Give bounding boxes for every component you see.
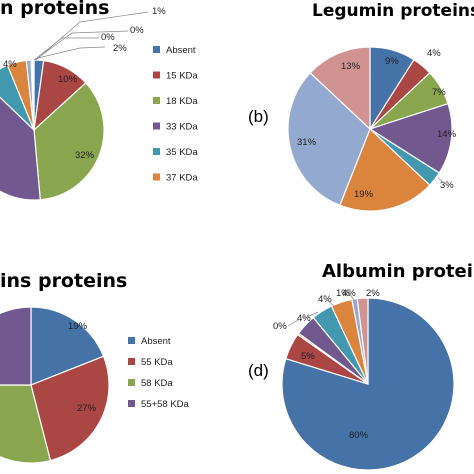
chart-a-data-label-6: 1%	[152, 6, 166, 17]
legend-a-item-4: 35 KDa	[166, 147, 198, 158]
chart-b-data-label-0: 9%	[385, 56, 399, 67]
chart-b-pie: 9% 4% 7% 14% 3% 19% 31% 13%	[287, 46, 457, 212]
chart-c-legend: Absent 55 KDa 58 KDa 55+58 KDa	[128, 336, 190, 410]
chart-d-leader-line-4	[326, 299, 335, 307]
chart-b-data-label-3: 14%	[437, 129, 457, 140]
chart-d-data-label-4: 4%	[318, 294, 332, 305]
chart-c-slice-0	[30, 306, 105, 386]
legend-a-swatch-5	[153, 173, 160, 181]
chart-c-slice-2	[0, 384, 52, 464]
chart-b-data-label-1: 4%	[427, 48, 441, 59]
legend-a-item-3: 33 KDa	[166, 122, 198, 133]
chart-c-slice-3	[0, 306, 32, 386]
chart-a-slice-2	[33, 82, 105, 201]
chart-a-slice-3	[0, 96, 41, 201]
legend-c-swatch-0	[128, 337, 135, 344]
legend-c-item-2: 58 KDa	[141, 378, 173, 389]
chart-a-pie: 2% 10% 32% 4% 1% 0% 0%	[0, 6, 166, 201]
chart-d-data-label-5: 4%	[342, 288, 356, 299]
panel-b-label: (b)	[248, 107, 269, 126]
chart-c-title: ins proteins	[0, 270, 127, 292]
chart-a-leader-line-7	[34, 30, 129, 61]
chart-a-data-label-7: 0%	[130, 25, 144, 36]
chart-d-leader-line-3	[306, 311, 319, 318]
chart-d-data-label-7: 2%	[366, 288, 380, 299]
chart-b-data-label-7: 13%	[341, 61, 361, 72]
chart-a-data-label-8: 0%	[101, 32, 115, 43]
chart-d-pie: 80%5%0%4%4%4%1% 2%	[273, 288, 455, 471]
legend-a-swatch-0	[153, 46, 160, 53]
chart-d-title: Albumin proteins	[322, 261, 474, 282]
chart-c-data-label-0: 19%	[68, 321, 88, 332]
chart-d-data-label-2: 0%	[273, 321, 287, 332]
legend-a-item-2: 18 KDa	[166, 96, 198, 107]
legend-a-item-0: Absent	[166, 45, 196, 56]
legend-c-swatch-3	[128, 400, 135, 407]
legend-a-item-5: 37 KDa	[166, 173, 198, 184]
chart-a-leader-line-8	[33, 37, 99, 61]
legend-c-item-3: 55+58 KDa	[141, 399, 190, 410]
chart-b-slice-6	[287, 72, 371, 207]
chart-c-pie: 19% 27%	[0, 306, 110, 464]
legend-c-item-1: 55 KDa	[141, 357, 173, 368]
chart-a-data-label-1: 10%	[58, 74, 78, 85]
legend-a-swatch-2	[153, 97, 160, 104]
chart-b-slice-7	[309, 46, 371, 131]
chart-a-title: n proteins	[0, 0, 109, 19]
chart-d-data-label-0: 80%	[349, 430, 369, 441]
chart-a-slice-8	[31, 59, 35, 131]
legend-c-swatch-2	[128, 379, 135, 386]
chart-d-leader-line-2	[287, 315, 306, 327]
chart-a-leader-line-6	[35, 11, 149, 61]
chart-b-data-label-4: 3%	[440, 180, 454, 191]
chart-b-leader-line-4	[437, 177, 445, 184]
legend-a-swatch-1	[153, 71, 160, 79]
legend-a-swatch-4	[153, 148, 160, 155]
legend-c-item-0: Absent	[141, 336, 171, 347]
chart-b-data-label-2: 7%	[432, 87, 446, 98]
legend-a-swatch-3	[153, 122, 160, 130]
chart-b-slice-3	[368, 102, 453, 174]
chart-a-data-label-5: 4%	[3, 59, 17, 70]
chart-b-data-label-6: 31%	[297, 137, 317, 148]
chart-c-slice-1	[30, 355, 110, 462]
chart-a-data-label-0: 2%	[113, 43, 127, 54]
panel-d-label: (d)	[248, 361, 269, 380]
chart-b-data-label-5: 19%	[354, 189, 374, 200]
legend-a-item-1: 15 KDa	[166, 71, 198, 82]
chart-c-data-label-1: 27%	[77, 403, 97, 414]
chart-a-leader-line-0	[37, 46, 106, 59]
legend-c-swatch-1	[128, 358, 135, 365]
chart-d-data-label-3: 4%	[297, 313, 311, 324]
chart-d-data-label-6: 1%	[336, 288, 350, 299]
chart-d-leader-line-5	[349, 293, 355, 301]
chart-b-title: Legumin proteins	[312, 1, 474, 21]
chart-a-legend: Absent 15 KDa 18 KDa 33 KDa 35 KDa 37 KDa	[153, 45, 198, 184]
chart-a-data-label-2: 32%	[75, 150, 95, 161]
chart-d-slice-7	[356, 297, 369, 385]
chart-d-data-label-1: 5%	[301, 351, 315, 362]
